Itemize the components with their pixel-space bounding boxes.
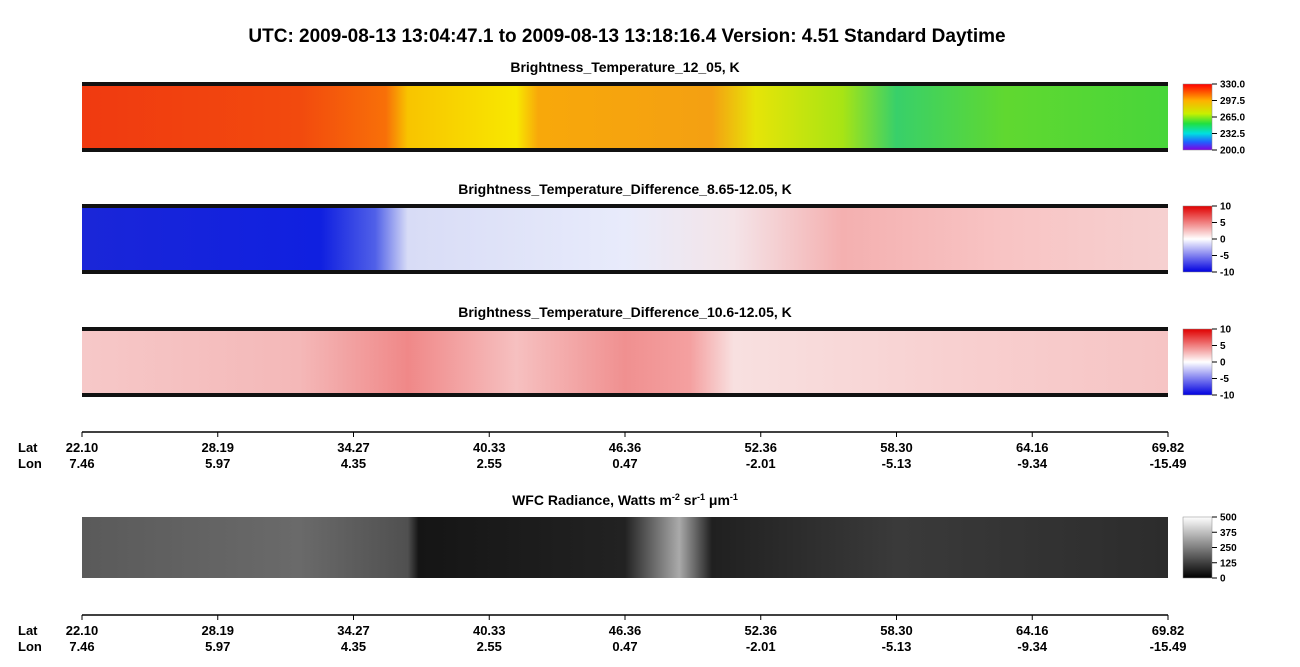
- colorbar-label: 5: [1220, 218, 1226, 229]
- image-panel: [82, 517, 1168, 578]
- colorbar-label: 375: [1220, 528, 1237, 539]
- panel-title: Brightness_Temperature_Difference_10.6-1…: [458, 304, 792, 320]
- lat-value: 52.36: [744, 440, 777, 455]
- lat-value: 40.33: [473, 623, 506, 638]
- colorbar-label: 297.5: [1220, 96, 1245, 107]
- colorbar-label: 0: [1220, 574, 1226, 585]
- top-band: [82, 327, 1168, 331]
- lat-label: Lat: [18, 623, 38, 638]
- lat-label: Lat: [18, 440, 38, 455]
- title-part: -1: [697, 492, 705, 502]
- image-panel: [82, 329, 1168, 395]
- colorbar-label: 330.0: [1220, 80, 1245, 91]
- colorbar-label: 0: [1220, 235, 1226, 246]
- colorbar-label: 5: [1220, 341, 1226, 352]
- colorbar-label: -10: [1220, 268, 1235, 279]
- lat-value: 64.16: [1016, 440, 1049, 455]
- lat-value: 58.30: [880, 623, 913, 638]
- lon-value: -2.01: [746, 639, 776, 654]
- top-band: [82, 204, 1168, 208]
- lon-value: -9.34: [1017, 456, 1047, 471]
- lat-value: 28.19: [201, 440, 234, 455]
- colorbar: [1182, 83, 1213, 151]
- lon-value: 2.55: [477, 639, 502, 654]
- colorbar: [1182, 205, 1213, 273]
- lon-value: 4.35: [341, 639, 366, 654]
- lat-value: 22.10: [66, 440, 99, 455]
- lat-value: 46.36: [609, 623, 642, 638]
- lat-value: 34.27: [337, 440, 370, 455]
- lon-value: -15.49: [1150, 639, 1187, 654]
- colorbar-label: 10: [1220, 325, 1232, 336]
- colorbar-label: 250: [1220, 543, 1237, 554]
- colorbar: [1182, 516, 1213, 579]
- panel-title: Brightness_Temperature_Difference_8.65-1…: [458, 181, 792, 197]
- lat-value: 64.16: [1016, 623, 1049, 638]
- lon-value: -15.49: [1150, 456, 1187, 471]
- lon-value: 7.46: [69, 639, 94, 654]
- lat-value: 34.27: [337, 623, 370, 638]
- colorbar-label: -5: [1220, 251, 1229, 262]
- lat-value: 69.82: [1152, 623, 1185, 638]
- colorbar-label: -5: [1220, 374, 1229, 385]
- lat-value: 22.10: [66, 623, 99, 638]
- bottom-band: [82, 393, 1168, 397]
- lon-value: 5.97: [205, 639, 230, 654]
- lon-label: Lon: [18, 639, 42, 654]
- panel-title: WFC Radiance, Watts m-2 sr-1 μm-1: [512, 492, 738, 508]
- figure-title: UTC: 2009-08-13 13:04:47.1 to 2009-08-13…: [248, 26, 1005, 47]
- lat-value: 58.30: [880, 440, 913, 455]
- top-band: [82, 82, 1168, 86]
- image-panel: [82, 206, 1168, 272]
- image-panel: [82, 84, 1168, 150]
- lon-value: 5.97: [205, 456, 230, 471]
- lon-value: 0.47: [612, 639, 637, 654]
- colorbar-label: 232.5: [1220, 129, 1245, 140]
- colorbar-label: 10: [1220, 202, 1232, 213]
- colorbar-label: 500: [1220, 513, 1237, 524]
- lon-value: -5.13: [882, 456, 912, 471]
- title-part: WFC Radiance, Watts m: [512, 492, 672, 508]
- bottom-band: [82, 270, 1168, 274]
- lon-value: -5.13: [882, 639, 912, 654]
- lon-value: 4.35: [341, 456, 366, 471]
- title-part: μm: [705, 492, 730, 508]
- lat-value: 52.36: [744, 623, 777, 638]
- lon-value: 2.55: [477, 456, 502, 471]
- title-part: -1: [730, 492, 738, 502]
- lon-value: 0.47: [612, 456, 637, 471]
- lon-value: 7.46: [69, 456, 94, 471]
- lat-value: 40.33: [473, 440, 506, 455]
- bottom-band: [82, 148, 1168, 152]
- lat-value: 46.36: [609, 440, 642, 455]
- colorbar-label: 200.0: [1220, 146, 1245, 157]
- colorbar-label: -10: [1220, 391, 1235, 402]
- colorbar-label: 265.0: [1220, 113, 1245, 124]
- title-part: sr: [680, 492, 698, 508]
- colorbar: [1182, 328, 1213, 396]
- title-part: -2: [672, 492, 680, 502]
- lat-value: 69.82: [1152, 440, 1185, 455]
- colorbar-label: 0: [1220, 358, 1226, 369]
- lat-value: 28.19: [201, 623, 234, 638]
- panel-title: Brightness_Temperature_12_05, K: [510, 59, 739, 75]
- colorbar-label: 125: [1220, 558, 1237, 569]
- lon-value: -9.34: [1017, 639, 1047, 654]
- lon-label: Lon: [18, 456, 42, 471]
- lon-value: -2.01: [746, 456, 776, 471]
